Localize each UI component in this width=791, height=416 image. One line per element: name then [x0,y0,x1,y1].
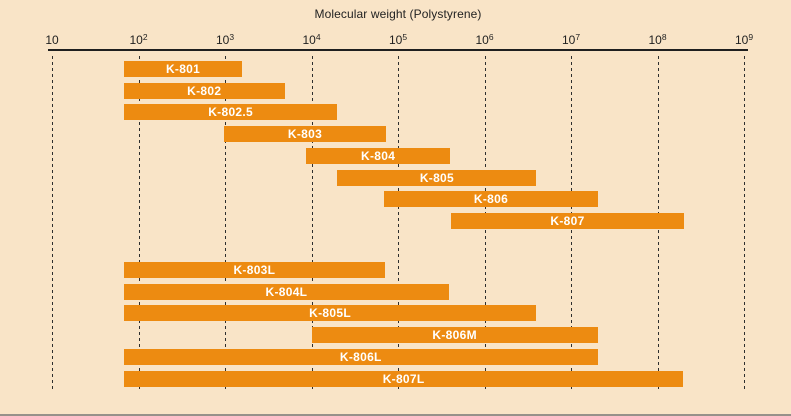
range-bar-k-805: K-805 [337,169,537,186]
range-bar-k-802.5: K-802.5 [123,104,338,121]
gridline [52,56,53,392]
range-bar-k-806: K-806 [384,191,598,208]
gridline [398,56,399,392]
range-bar-k-806m: K-806M [311,327,598,344]
bar-label: K-807 [550,213,585,228]
bar-label: K-807L [382,371,425,386]
bar-label: K-802.5 [208,105,253,120]
range-bar-k-805l: K-805L [123,305,537,322]
range-bar-k-803: K-803 [224,126,386,143]
bar-label: K-805L [309,306,351,321]
gridline [744,56,745,392]
gridline [138,56,140,392]
gridline [311,56,313,392]
bar-label: K-805 [419,170,454,185]
bar-label: K-804 [360,148,396,163]
range-bar-k-801: K-801 [123,61,243,77]
x-axis-tick-label: 105 [388,32,408,47]
range-bar-k-803l: K-803L [123,262,385,278]
bar-label: K-801 [165,62,201,76]
x-axis-tick-label: 107 [561,32,581,47]
bar-label: K-803L [233,263,276,277]
bar-label: K-804L [265,284,308,299]
bar-label: K-806 [473,192,509,207]
x-axis-tick-label: 102 [129,32,148,47]
bar-label: K-802 [187,83,222,98]
x-axis-tick-label: 104 [302,32,321,47]
range-bar-k-802: K-802 [123,82,285,99]
range-bar-k-804: K-804 [306,147,450,164]
x-axis-tick-label: 103 [215,32,235,47]
x-axis-tick-label: 109 [734,32,754,47]
range-bar-k-806l: K-806L [123,348,598,365]
range-bar-k-807: K-807 [450,212,685,229]
bar-label: K-806M [432,328,477,343]
bar-label: K-806L [339,349,382,364]
x-axis-tick-label: 10 [45,33,59,47]
bar-label: K-803 [287,127,323,142]
gridline [225,56,226,392]
chart-title: Molecular weight (Polystyrene) [314,7,482,21]
range-bar-k-804l: K-804L [123,283,450,300]
x-axis-tick-label: 106 [475,32,494,47]
x-axis-tick-label: 108 [648,32,667,47]
x-axis-line [48,49,748,51]
range-bar-k-807l: K-807L [123,370,684,387]
